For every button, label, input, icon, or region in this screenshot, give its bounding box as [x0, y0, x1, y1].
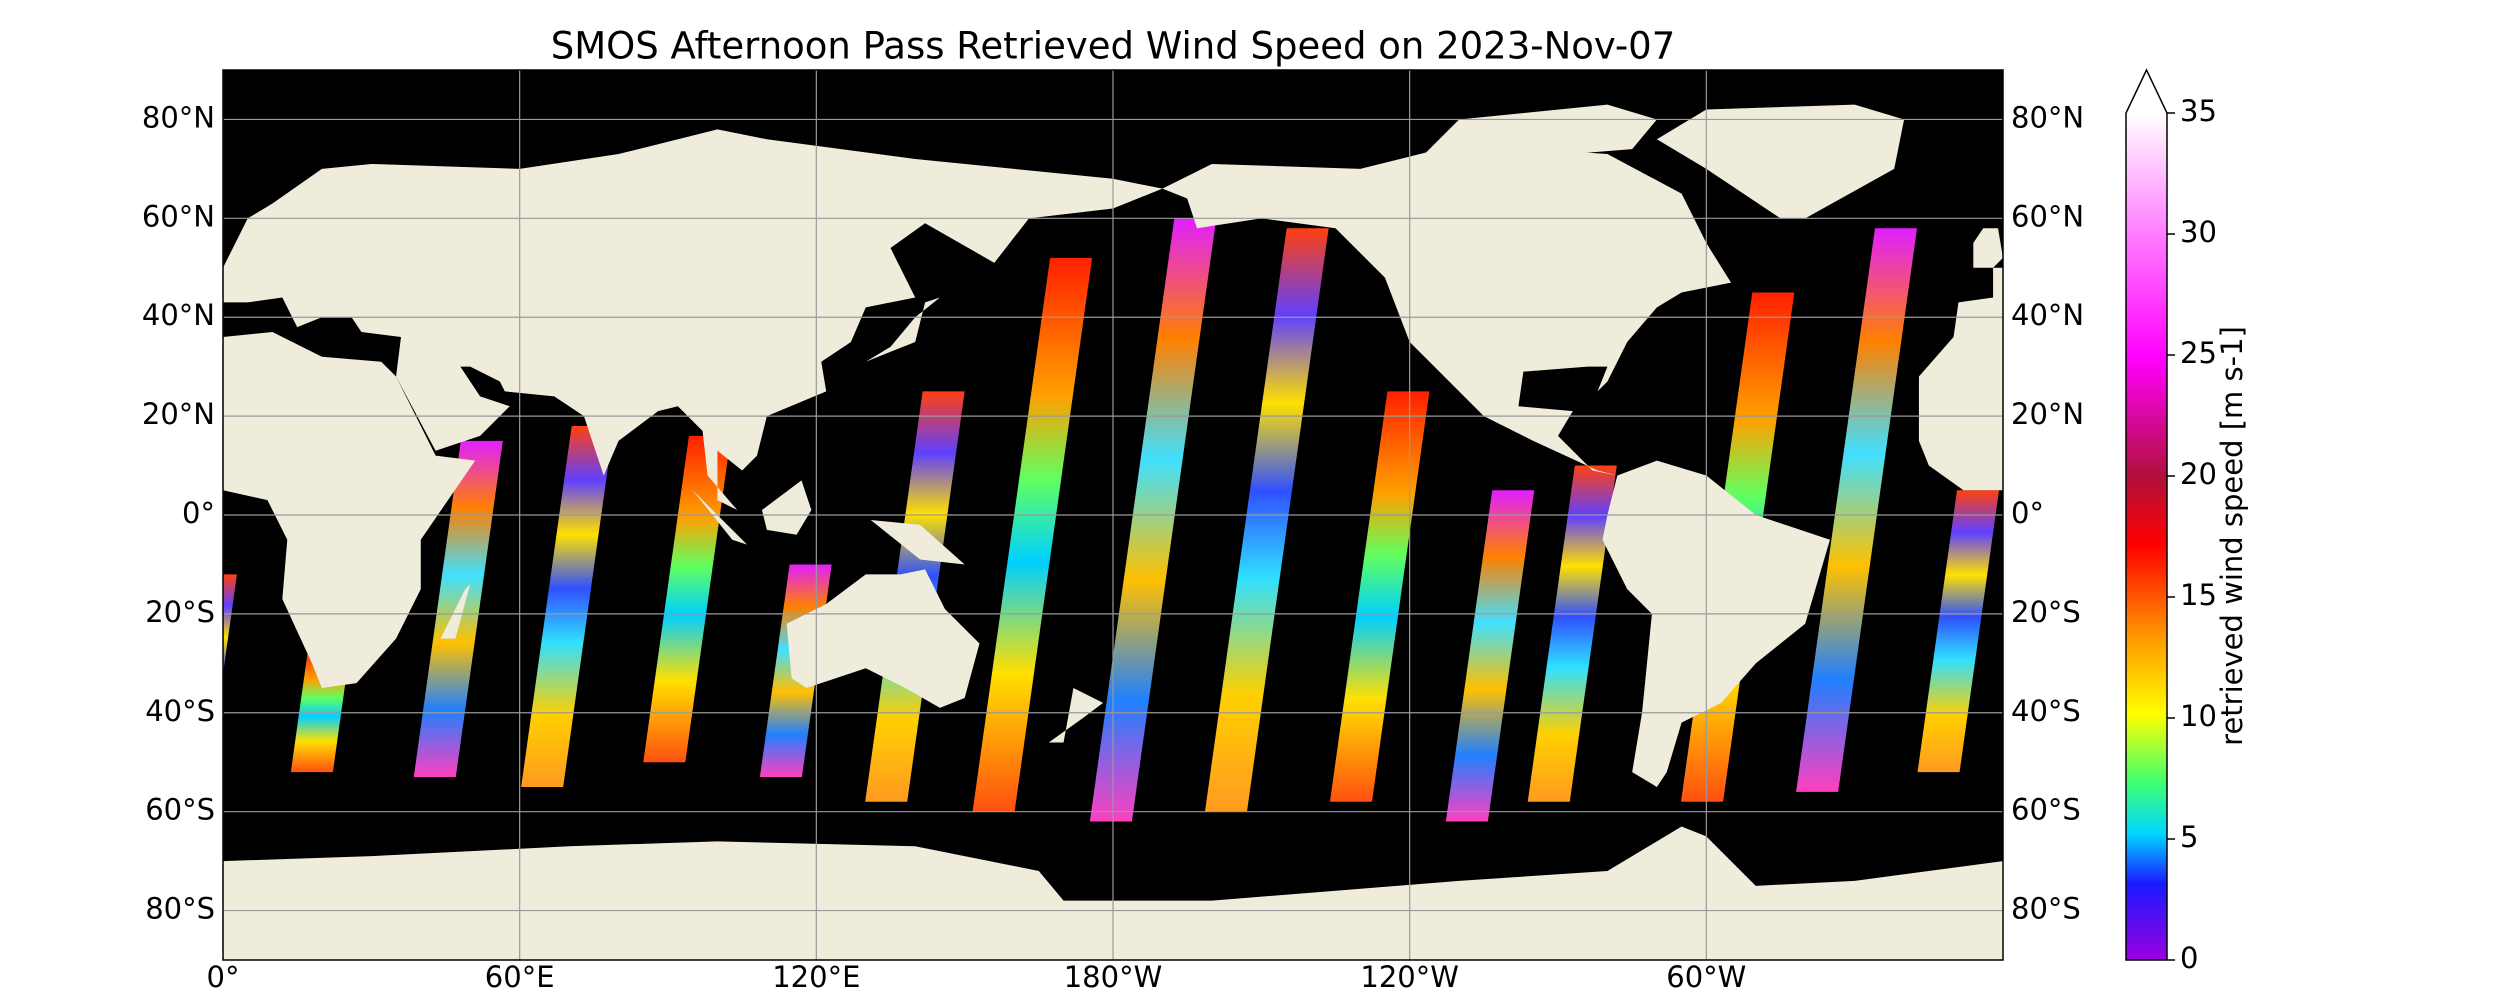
swath — [1527, 465, 1617, 802]
lat-tick-label-right: 40°S — [2011, 694, 2081, 728]
greenland — [1656, 104, 1905, 219]
lon-tick-label: 60°E — [485, 960, 555, 994]
south-america — [1602, 460, 1830, 787]
swath — [521, 426, 614, 787]
north-america — [1162, 144, 1732, 476]
swath — [972, 257, 1093, 812]
colorbar-label: retrieved wind speed [m s-1] — [2215, 326, 2249, 746]
swath — [1089, 218, 1217, 822]
lat-tick-label-right: 40°N — [2011, 298, 2084, 332]
eurasia — [223, 129, 1163, 511]
africa-west — [1918, 337, 2003, 491]
arctic-islands — [1409, 104, 1657, 169]
colorbar-tick-label: 10 — [2180, 699, 2217, 733]
map-area — [223, 70, 2117, 960]
swath — [1796, 228, 1918, 792]
colorbar-tick-label: 35 — [2180, 94, 2217, 128]
colorbar-tick-label: 5 — [2180, 820, 2198, 854]
colorbar-tick-label: 20 — [2180, 457, 2217, 491]
lat-tick-label: 20°S — [145, 595, 215, 629]
lat-tick-label: 80°N — [142, 100, 215, 134]
swath — [1204, 228, 1329, 812]
antarctica — [223, 826, 2003, 960]
africa — [223, 332, 476, 689]
japan — [865, 297, 940, 362]
sumatra — [692, 490, 748, 545]
lat-tick-label-right: 80°N — [2011, 100, 2084, 134]
graticule — [223, 70, 2003, 960]
new-guinea — [870, 519, 965, 565]
map-title: SMOS Afternoon Pass Retrieved Wind Speed… — [551, 25, 1676, 68]
colorbar-tick-label: 30 — [2180, 215, 2217, 249]
lat-tick-label-right: 60°S — [2011, 793, 2081, 827]
colorbar-ramp — [2126, 113, 2167, 960]
lat-tick-label: 40°S — [145, 694, 215, 728]
lat-tick-label: 0° — [182, 496, 215, 530]
borneo — [761, 480, 812, 535]
lat-tick-label-right: 60°N — [2011, 199, 2084, 233]
swath — [2036, 490, 2117, 772]
lat-tick-label: 80°S — [145, 892, 215, 926]
colorbar-tick-label: 0 — [2180, 941, 2198, 975]
lat-tick-label: 20°N — [142, 397, 215, 431]
lon-tick-label: 180°W — [1064, 960, 1163, 994]
britain — [1973, 228, 2003, 268]
colorbar-frame — [2125, 68, 2168, 961]
lat-tick-label: 40°N — [142, 298, 215, 332]
lat-tick-label-right: 20°S — [2011, 595, 2081, 629]
new-zealand — [1048, 688, 1104, 743]
colorbar-tick-label: 25 — [2180, 336, 2217, 370]
colorbar-extend — [2126, 70, 2167, 113]
lat-tick-label-right: 0° — [2011, 496, 2044, 530]
australia — [786, 569, 980, 708]
colorbar-tick-label: 15 — [2180, 578, 2217, 612]
lat-tick-label: 60°N — [142, 199, 215, 233]
lon-tick-label: 120°E — [772, 960, 860, 994]
swath — [1445, 490, 1535, 822]
lon-tick-label: 0° — [207, 960, 240, 994]
madagascar — [440, 584, 471, 639]
colorbar: retrieved wind speed [m s-1] 0 5 10 15 20 25 3… — [2125, 68, 2249, 975]
land — [223, 104, 2003, 960]
lon-tick-label: 60°W — [1666, 960, 1746, 994]
swath — [1917, 490, 2000, 773]
lat-tick-label: 60°S — [145, 793, 215, 827]
lon-tick-label: 120°W — [1360, 960, 1459, 994]
swath — [643, 435, 731, 763]
swath — [1329, 391, 1430, 802]
europe-west — [1953, 267, 2003, 338]
lat-tick-label-right: 80°S — [2011, 892, 2081, 926]
lat-tick-label-right: 20°N — [2011, 397, 2084, 431]
map-frame — [222, 69, 2004, 961]
